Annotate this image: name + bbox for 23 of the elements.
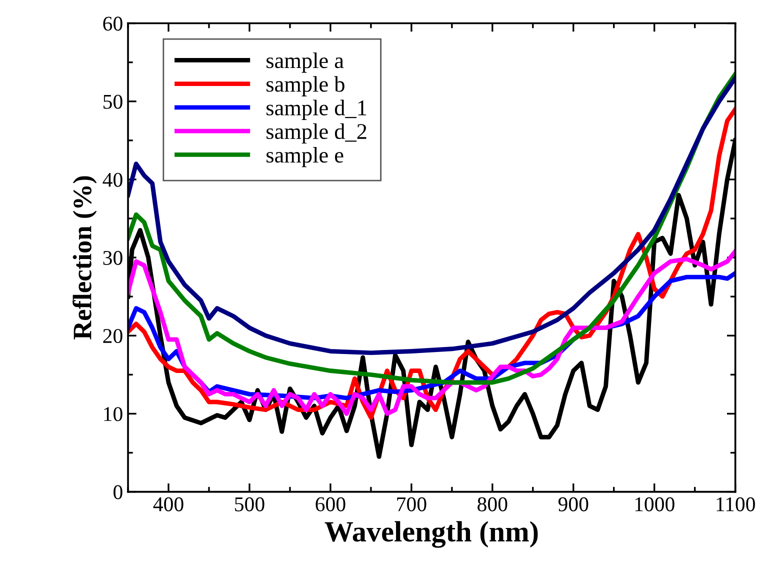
y-tick-label: 50 bbox=[104, 94, 122, 109]
legend-label: sample a bbox=[266, 52, 344, 73]
legend-label: sample d_2 bbox=[266, 123, 366, 144]
line-series bbox=[128, 249, 736, 416]
x-tick-label: 1100 bbox=[716, 497, 755, 512]
legend-label: sample e bbox=[266, 147, 344, 168]
legend-label: sample d_1 bbox=[266, 100, 366, 120]
x-tick-label: 1000 bbox=[635, 497, 674, 512]
y-tick-label: 40 bbox=[102, 172, 122, 187]
x-tick-label: 800 bbox=[478, 497, 508, 512]
y-axis-title: Reflection (%) bbox=[72, 176, 97, 340]
x-tick-label: 500 bbox=[235, 497, 264, 512]
legend-label: sample b bbox=[266, 76, 344, 96]
x-tick-label: 700 bbox=[397, 497, 426, 512]
y-tick-label: 10 bbox=[104, 407, 122, 422]
x-tick-label: 400 bbox=[153, 497, 184, 512]
x-tick-label: 900 bbox=[558, 497, 588, 512]
y-tick-label: 30 bbox=[103, 250, 122, 265]
y-tick-label: 0 bbox=[114, 485, 122, 500]
x-axis-title: Wavelength (nm) bbox=[324, 521, 538, 548]
y-tick-label: 20 bbox=[103, 328, 122, 344]
y-tick-label: 60 bbox=[103, 16, 122, 31]
x-tick-label: 600 bbox=[316, 497, 346, 512]
